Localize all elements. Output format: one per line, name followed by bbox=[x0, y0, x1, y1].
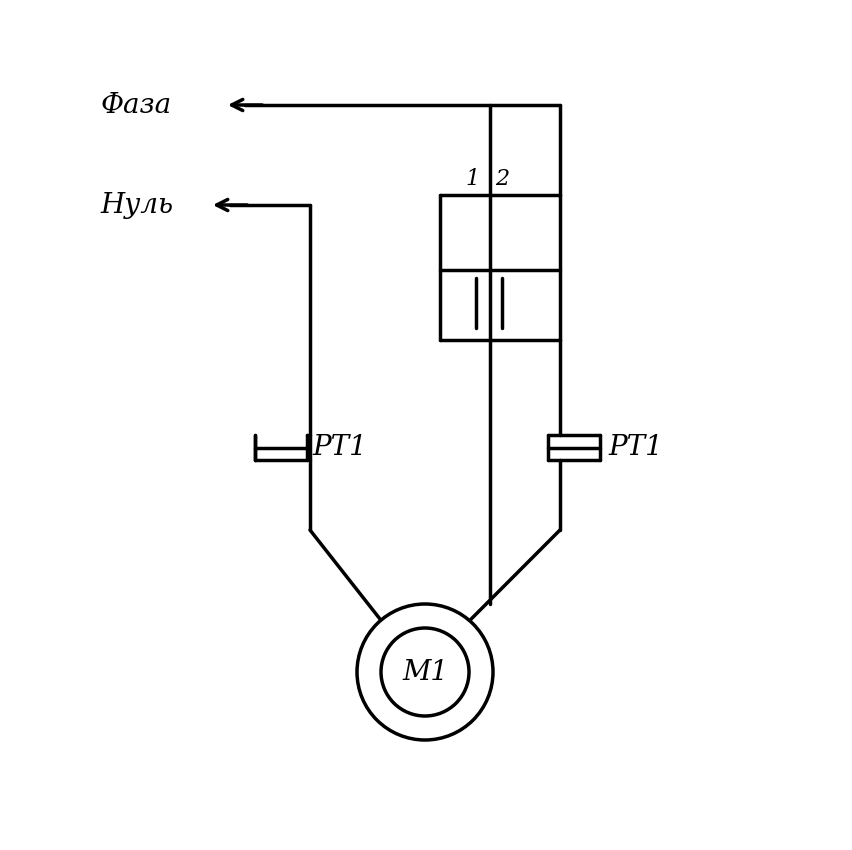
Circle shape bbox=[381, 628, 469, 716]
Text: 1: 1 bbox=[466, 168, 480, 190]
Text: РТ1: РТ1 bbox=[608, 434, 663, 461]
Text: Нуль: Нуль bbox=[100, 191, 173, 218]
Text: 2: 2 bbox=[495, 168, 509, 190]
Text: Фаза: Фаза bbox=[100, 92, 171, 118]
Circle shape bbox=[357, 604, 493, 740]
Text: РТ1: РТ1 bbox=[312, 434, 366, 461]
Text: М1: М1 bbox=[402, 659, 448, 685]
